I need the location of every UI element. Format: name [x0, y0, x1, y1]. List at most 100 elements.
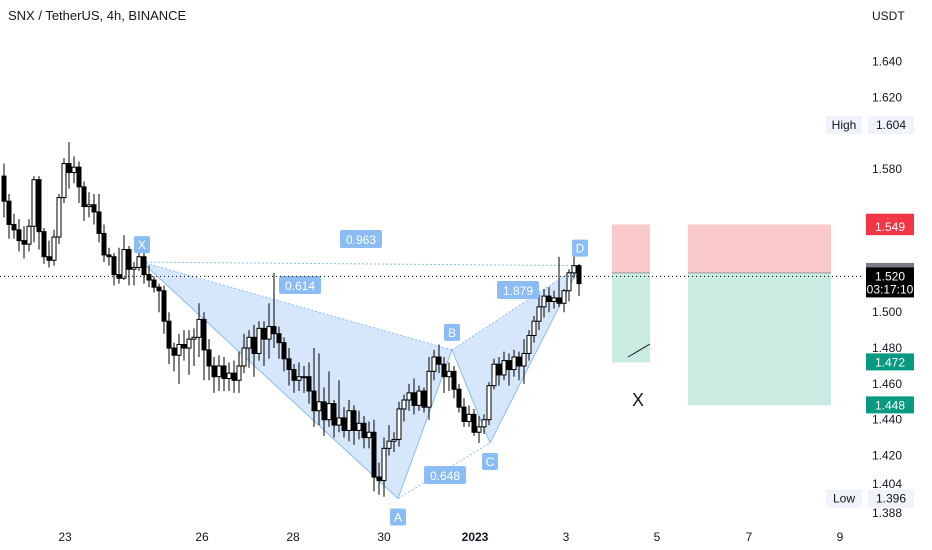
price-tick: 1.420: [872, 449, 902, 463]
candle: [551, 290, 557, 309]
candle-body: [371, 431, 377, 478]
pattern-ratio-line: [141, 261, 453, 351]
candle: [441, 357, 447, 393]
candle-body: [281, 342, 287, 360]
reward-zone[interactable]: [688, 272, 831, 406]
candle: [266, 303, 272, 359]
candle-body: [441, 363, 447, 378]
pattern-triangle-bcd: [452, 265, 580, 443]
candle-body: [246, 336, 252, 349]
candle-body: [476, 426, 482, 433]
candle: [361, 416, 367, 449]
high-tag: [826, 115, 862, 134]
candle-body: [176, 343, 182, 356]
candle-body: [151, 279, 157, 288]
candle: [316, 353, 322, 426]
candle-body: [56, 197, 62, 238]
pattern-point-label: D: [576, 242, 585, 256]
candle-body: [421, 390, 427, 408]
candle: [21, 226, 27, 259]
candle: [366, 421, 372, 449]
candle: [451, 365, 457, 399]
candle: [51, 229, 57, 266]
candle-body: [261, 327, 267, 340]
price-tick: 1.388: [872, 506, 902, 520]
price-tick: 1.404: [872, 477, 902, 491]
candle-body: [161, 290, 167, 322]
time-tick: 7: [746, 530, 753, 544]
pattern-point-tag: [390, 508, 406, 526]
countdown-timer: 03:17:10: [867, 282, 914, 296]
candle-body: [81, 186, 87, 208]
candle: [431, 349, 437, 381]
candle: [541, 288, 547, 318]
time-tick: 3: [563, 530, 570, 544]
stop-tag-lower-text: 1.549: [875, 220, 905, 234]
candle: [376, 462, 382, 495]
candle: [496, 357, 502, 386]
candle: [276, 326, 282, 359]
candle: [336, 380, 342, 433]
time-tick: 30: [377, 530, 391, 544]
candle: [191, 328, 197, 366]
candle: [546, 287, 552, 313]
low-label: Low: [833, 492, 855, 506]
candle: [271, 272, 277, 349]
price-tick: 1.620: [872, 90, 902, 104]
candle-body: [216, 365, 222, 378]
candle-body: [486, 385, 492, 421]
pattern-point-label: X: [138, 238, 146, 252]
price-tick: 1.440: [872, 413, 902, 427]
pattern-point-tag: [134, 236, 150, 254]
candle: [411, 378, 417, 415]
candle-body: [391, 438, 397, 442]
candle: [396, 401, 402, 447]
low-tag: [826, 489, 862, 508]
price-tick: 1.580: [872, 162, 902, 176]
candle: [486, 382, 492, 426]
candle-body: [346, 410, 352, 431]
candle-body: [51, 236, 57, 261]
candle: [421, 387, 427, 413]
candle-body: [166, 320, 172, 349]
stop-tag-lower: [866, 218, 914, 236]
candle-body: [516, 356, 522, 367]
candle-body: [306, 376, 312, 392]
candle-body: [341, 417, 347, 431]
risk-zone[interactable]: [612, 224, 650, 273]
candle: [516, 351, 522, 381]
candle-body: [271, 326, 277, 335]
candle-body: [366, 431, 372, 439]
candle: [56, 194, 62, 245]
candle: [341, 407, 347, 438]
candle: [291, 364, 297, 393]
risk-zone[interactable]: [688, 224, 831, 273]
candle: [81, 181, 87, 221]
candle-body: [46, 256, 52, 261]
price-tick: 1.480: [872, 341, 902, 355]
candle: [301, 365, 307, 393]
candle: [71, 156, 77, 184]
candle-body: [171, 347, 177, 356]
candle-body: [276, 333, 282, 344]
candle: [36, 176, 42, 250]
ratio-tag: [340, 230, 382, 248]
candle: [106, 247, 112, 266]
candle-body: [551, 297, 557, 302]
reward-zone[interactable]: [612, 272, 650, 363]
candle-body: [506, 360, 512, 371]
candle: [216, 355, 222, 392]
price-tick: 1.640: [872, 54, 902, 68]
candle-body: [361, 422, 367, 439]
candle-body: [31, 179, 37, 227]
candle-body: [16, 229, 22, 242]
candle-body: [396, 408, 402, 440]
candle: [176, 333, 182, 384]
candle-body: [6, 200, 12, 225]
candle-body: [431, 356, 437, 372]
candle: [321, 387, 327, 436]
candle-body: [111, 256, 117, 276]
candle-body: [11, 223, 17, 231]
candle: [326, 371, 332, 427]
